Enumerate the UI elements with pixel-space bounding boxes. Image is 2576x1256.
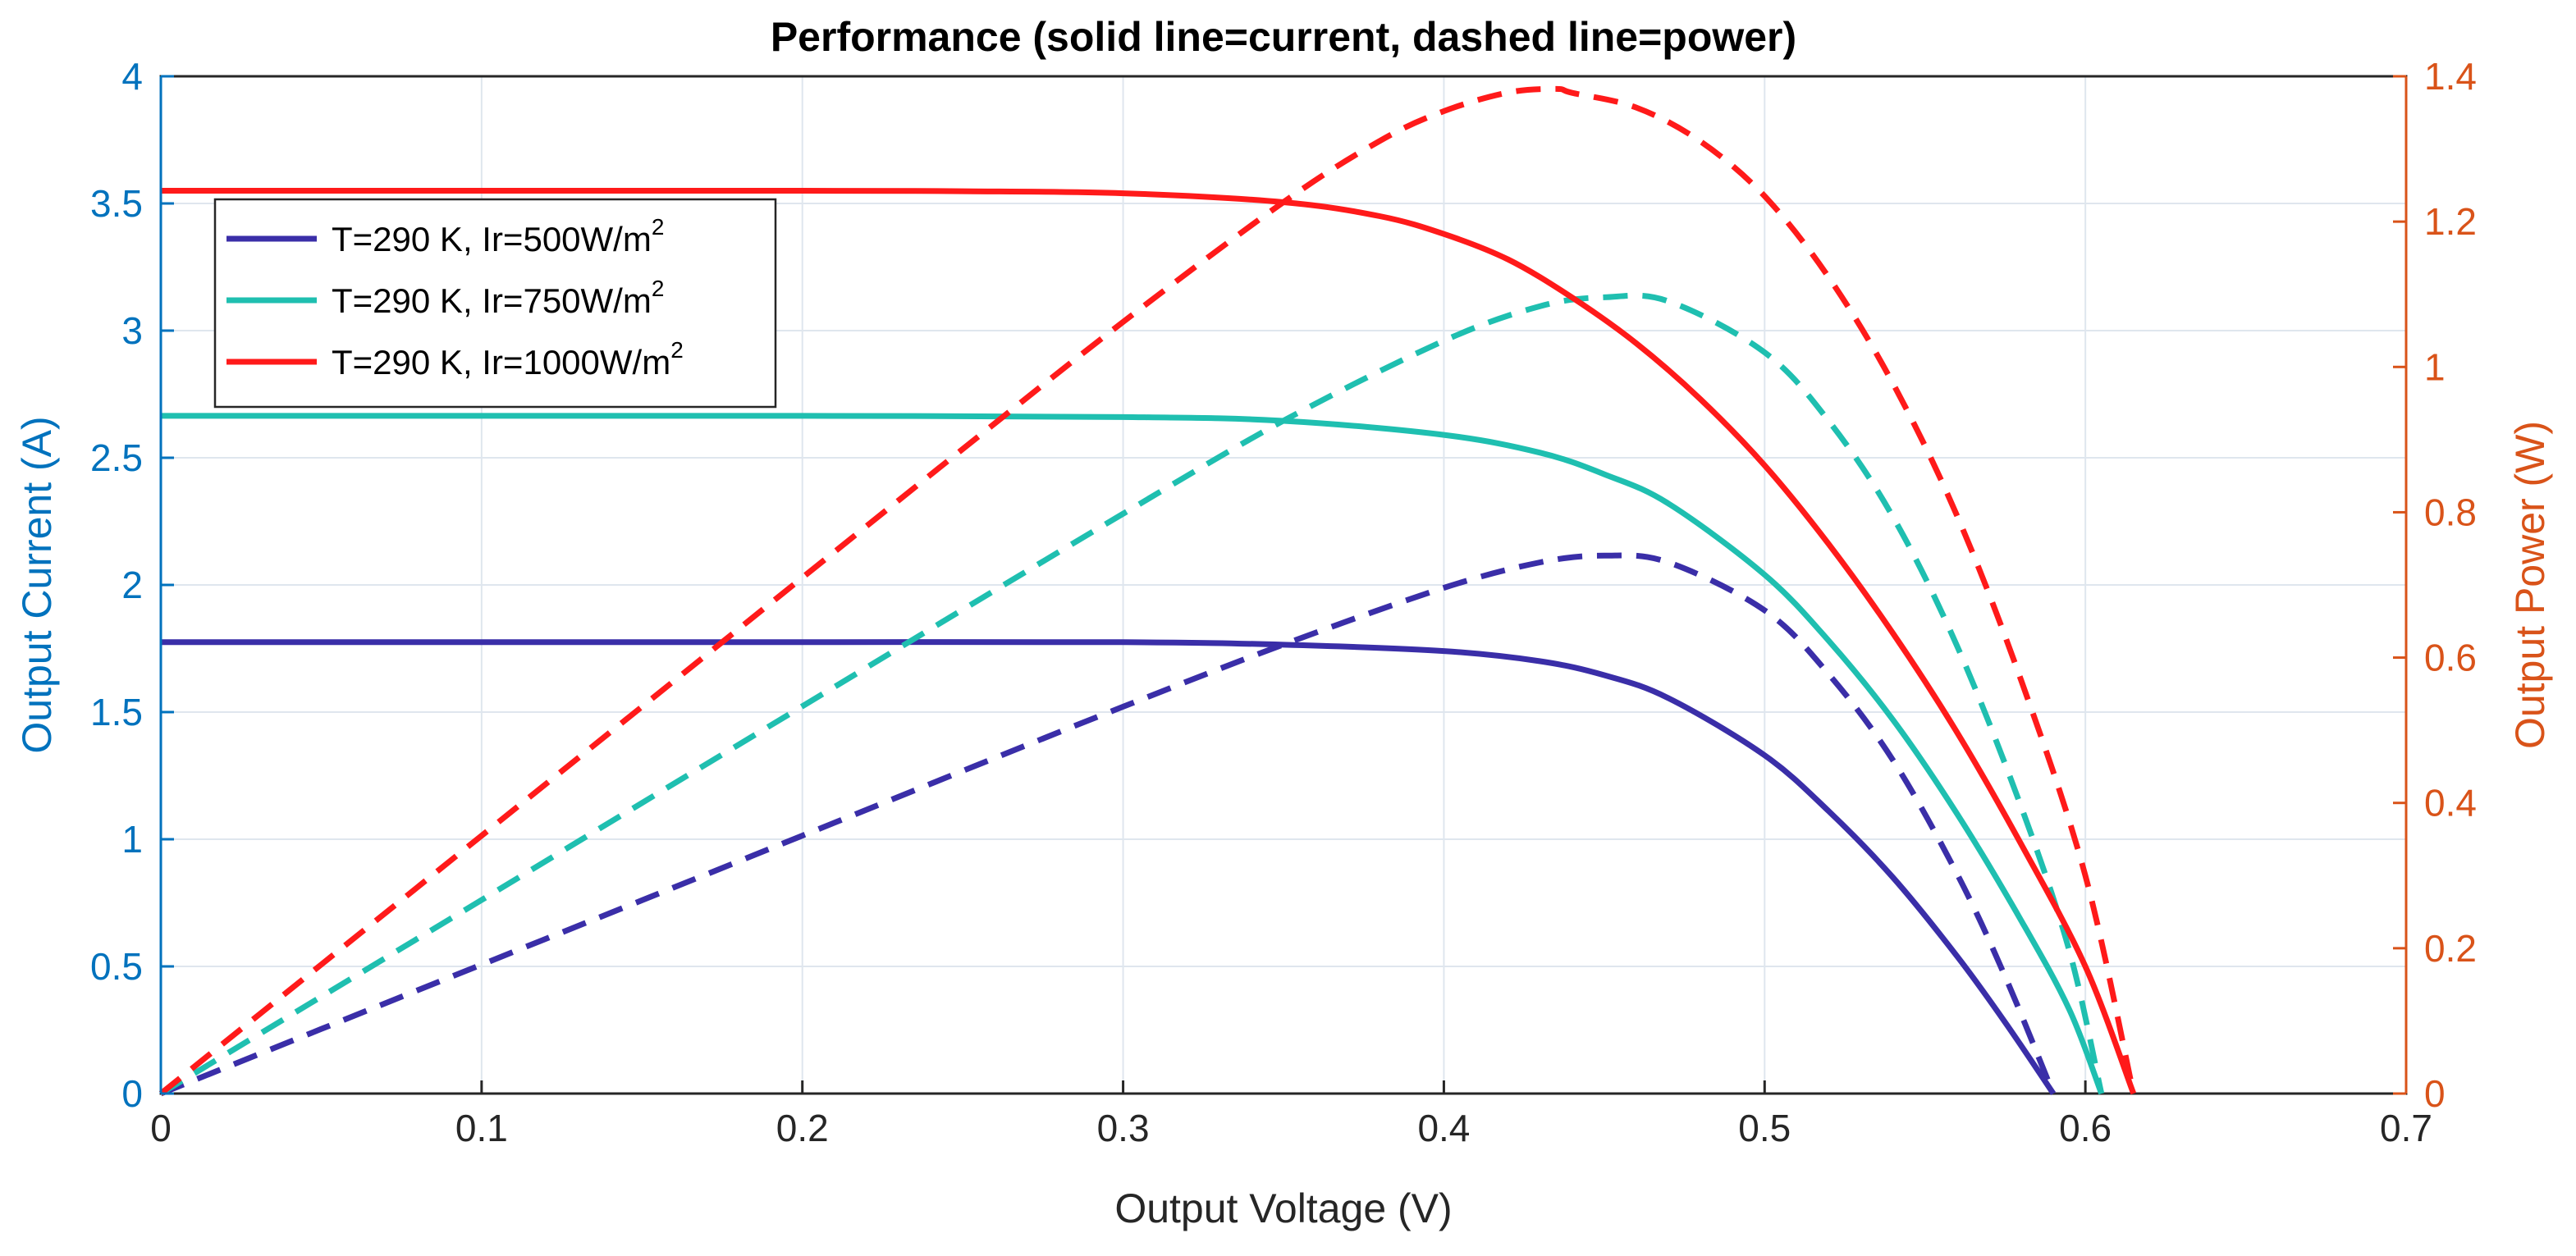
ticks-layer: 0 0.1 0.2 0.3 0.4 0.5 0.6 0.700.511.522.533.540… [90, 55, 2477, 1149]
legend-entry-superscript: 2 [670, 337, 684, 363]
y-axis-label-right: Output Power (W) [2507, 421, 2553, 749]
y-axis-label-left: Output Current (A) [14, 416, 60, 753]
y-left-tick-label: 0.5 [90, 945, 143, 988]
y-right-tick-label: 1 [2424, 345, 2446, 388]
series-current-line-2 [160, 413, 2104, 1095]
series-power-line-1 [159, 552, 2057, 1097]
legend-entry-superscript: 2 [652, 276, 665, 301]
y-left-tick-label: 2.5 [90, 436, 143, 479]
y-right-tick-label: 0 [2424, 1072, 2446, 1115]
x-tick-label: 0.2 [776, 1107, 829, 1149]
x-tick-label: 0.4 [1417, 1107, 1470, 1149]
legend: T=290 K, Ir=500W/m2T=290 K, Ir=750W/m2T=… [213, 198, 777, 409]
y-left-tick-label: 1 [121, 818, 143, 861]
x-tick-label: 0.1 [455, 1107, 508, 1149]
y-right-tick-label: 0.4 [2424, 782, 2477, 824]
series-layer [158, 85, 2137, 1097]
y-left-tick-label: 3 [121, 309, 143, 352]
y-left-tick-label: 4 [121, 55, 143, 98]
x-tick-label: 0 [150, 1107, 172, 1149]
chart-title: Performance (solid line=current, dashed … [771, 14, 1796, 60]
series-current-line-3 [161, 187, 2137, 1095]
legend-entry: T=290 K, Ir=1000W/m2 [332, 337, 684, 381]
legend-entry: T=290 K, Ir=750W/m2 [332, 276, 664, 320]
y-left-tick-label: 3.5 [90, 182, 143, 225]
y-left-tick-label: 1.5 [90, 691, 143, 733]
y-right-tick-label: 0.6 [2424, 637, 2477, 679]
x-tick-label: 0.5 [1738, 1107, 1791, 1149]
x-tick-label: 0.7 [2380, 1107, 2432, 1149]
legend-entry-label: T=290 K, Ir=1000W/m [332, 343, 670, 381]
y-left-tick-label: 2 [121, 564, 143, 606]
y-right-tick-label: 1.4 [2424, 55, 2477, 98]
x-tick-label: 0.3 [1097, 1107, 1150, 1149]
series-power-line-3 [158, 85, 2137, 1096]
y-right-tick-label: 0.8 [2424, 491, 2477, 533]
y-right-tick-label: 0.2 [2424, 927, 2477, 970]
y-right-tick-label: 1.2 [2424, 200, 2477, 243]
legend-entry: T=290 K, Ir=500W/m2 [332, 214, 664, 258]
series-current-line-1 [160, 639, 2056, 1095]
x-tick-label: 0.6 [2059, 1107, 2112, 1149]
y-left-tick-label: 0 [121, 1072, 143, 1115]
x-axis-label: Output Voltage (V) [1114, 1185, 1452, 1231]
legend-entry-label: T=290 K, Ir=500W/m [332, 220, 652, 258]
legend-entry-superscript: 2 [652, 214, 665, 240]
legend-entry-label: T=290 K, Ir=750W/m [332, 281, 652, 320]
series-power-line-2 [159, 292, 2105, 1096]
